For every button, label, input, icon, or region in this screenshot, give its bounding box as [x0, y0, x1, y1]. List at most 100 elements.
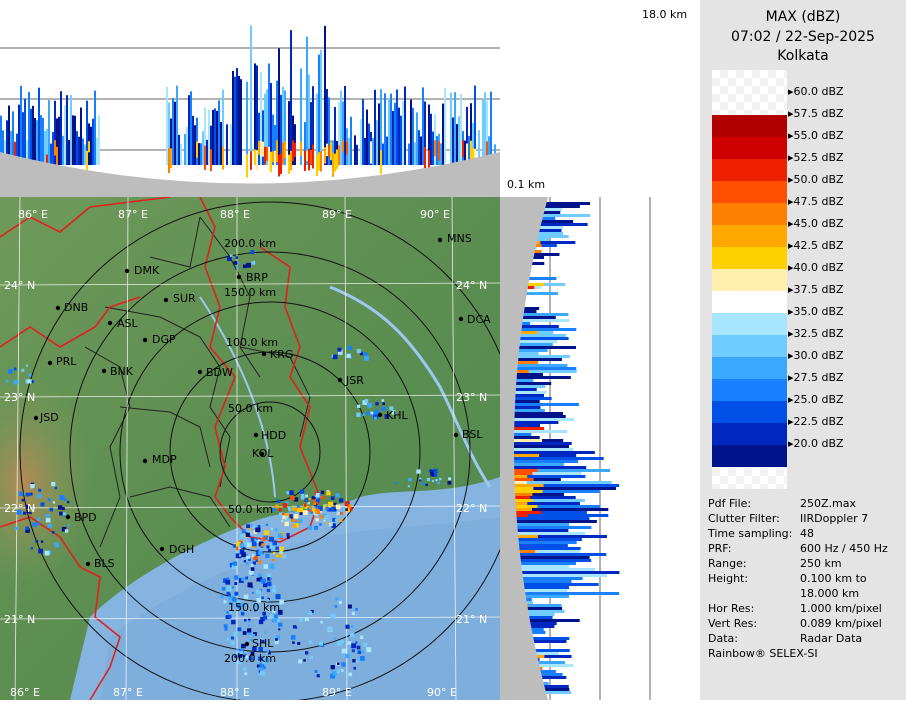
echo-pixel — [429, 469, 433, 473]
echo-pixel — [328, 627, 333, 632]
echo-pixel — [326, 489, 329, 493]
echo-core — [510, 493, 533, 496]
echo-column — [238, 75, 240, 165]
legend-label: ▸27.5 dBZ — [788, 371, 844, 384]
echo-pixel — [355, 641, 358, 644]
echo-pixel — [272, 540, 277, 546]
echo-pixel — [263, 615, 268, 620]
echo-row — [510, 460, 579, 463]
echo-row — [510, 559, 592, 562]
echo-pixel — [332, 517, 337, 522]
echo-pixel — [250, 567, 255, 571]
echo-pixel — [366, 411, 370, 415]
echo-row — [510, 493, 564, 496]
legend-label: ▸42.5 dBZ — [788, 239, 844, 252]
echo-pixel — [351, 649, 355, 653]
echo-pixel — [332, 671, 337, 676]
echo-column — [66, 95, 68, 165]
echo-column — [458, 116, 460, 165]
river — [199, 296, 276, 498]
echo-column — [470, 103, 472, 165]
echo-pixel — [47, 498, 51, 502]
echo-row — [510, 415, 566, 418]
echo-core — [470, 140, 472, 161]
echo-column — [380, 89, 382, 165]
echo-core — [56, 146, 58, 170]
echo-pixel — [356, 348, 361, 354]
echo-pixel — [267, 577, 271, 581]
lon-label: 90° E — [420, 208, 450, 221]
echo-core — [204, 145, 206, 170]
echo-column — [60, 91, 62, 165]
echo-pixel — [273, 585, 276, 588]
echo-core — [510, 502, 528, 505]
echo-pixel — [303, 510, 308, 515]
echo-pixel — [282, 515, 287, 520]
echo-pixel — [62, 512, 66, 516]
echo-pixel — [325, 522, 329, 525]
echo-pixel — [274, 614, 278, 618]
echo-row — [510, 469, 611, 472]
echo-pixel — [286, 533, 290, 537]
echo-column — [42, 117, 44, 165]
echo-pixel — [295, 505, 300, 511]
echo-column — [364, 137, 366, 165]
echo-row — [510, 214, 591, 217]
ring-label: 150.0 km — [228, 601, 280, 614]
echo-pixel — [337, 350, 343, 355]
echo-row — [510, 583, 599, 586]
echo-column — [282, 86, 284, 165]
echo-pixel — [314, 525, 318, 530]
echo-column — [436, 136, 438, 165]
radar-map[interactable]: 86° E 87° E 88° E 89° E 90° E 86° E 87° … — [0, 197, 500, 700]
echo-row — [510, 409, 545, 412]
lon-label: 86° E — [18, 208, 48, 221]
echo-row — [510, 370, 577, 373]
echo-pixel — [308, 509, 312, 513]
echo-pixel — [251, 541, 257, 547]
echo-pixel — [334, 605, 338, 608]
echo-column — [86, 100, 88, 165]
echo-column — [220, 121, 222, 165]
longitude-labels-bottom: 86° E 87° E 88° E 89° E 90° E — [10, 686, 457, 699]
echo-core — [284, 141, 286, 159]
echo-pixel — [329, 522, 333, 527]
metadata-key: Pdf File: — [708, 497, 752, 510]
echo-column — [324, 25, 326, 165]
echo-row — [510, 337, 569, 340]
echo-column — [254, 63, 256, 165]
echo-pixel — [245, 655, 249, 659]
echo-pixel — [293, 505, 296, 508]
ring-label: 100.0 km — [226, 336, 278, 349]
place-label: DGH — [169, 543, 194, 556]
echo-column — [382, 143, 384, 165]
echo-row — [510, 448, 574, 451]
echo-column — [312, 86, 314, 165]
echo-column — [188, 95, 190, 165]
echo-pixel — [36, 493, 42, 499]
latitude-labels-left: 24° N 23° N 22° N 21° N — [4, 279, 35, 626]
echo-core — [334, 153, 336, 172]
echo-pixel — [262, 661, 265, 665]
lon-label: 88° E — [220, 208, 250, 221]
echo-pixel — [346, 353, 351, 358]
echo-pixel — [278, 533, 283, 538]
echo-column — [90, 126, 92, 165]
echo-column — [62, 135, 64, 165]
metadata-key: Data: — [708, 632, 738, 645]
echo-pixel — [16, 509, 22, 515]
echo-column — [92, 118, 94, 165]
echo-pixel — [336, 511, 340, 515]
legend-swatch — [712, 401, 787, 423]
echo-pixel — [247, 628, 252, 633]
river — [329, 285, 492, 488]
echo-row — [510, 610, 565, 613]
echo-pixel — [8, 369, 13, 374]
echo-pixel — [265, 553, 270, 558]
legend-label: ▸47.5 dBZ — [788, 195, 844, 208]
echo-pixel — [290, 635, 296, 640]
echo-core — [168, 148, 170, 174]
echo-pixel — [336, 670, 340, 674]
echo-pixel — [256, 589, 261, 595]
echo-pixel — [303, 659, 306, 662]
